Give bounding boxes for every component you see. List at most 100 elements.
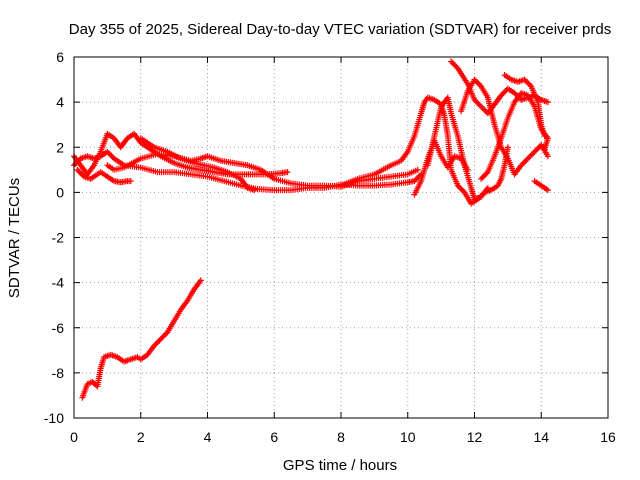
x-tick-label: 16 [600, 429, 616, 445]
data-point [411, 178, 418, 185]
data-point [197, 277, 204, 284]
data-point [511, 90, 518, 97]
x-tick-label: 2 [137, 429, 145, 445]
data-point [535, 144, 542, 151]
data-point [522, 77, 529, 84]
data-point [450, 61, 457, 68]
series-track-l [478, 90, 551, 182]
data-point [454, 182, 461, 189]
data-point [532, 147, 539, 154]
data-point [152, 341, 159, 348]
data-point [541, 146, 548, 153]
data-point [161, 331, 168, 338]
data-point [76, 156, 83, 163]
data-point [74, 166, 81, 173]
data-point [520, 159, 527, 166]
series-track-a [71, 130, 291, 178]
data-point [544, 99, 551, 106]
data-point [156, 337, 163, 344]
data-point [104, 148, 111, 155]
data-point [460, 188, 467, 195]
data-point [524, 79, 531, 86]
data-point [530, 150, 537, 157]
x-axis-label: GPS time / hours [283, 457, 397, 474]
plot-frame [73, 56, 609, 419]
data-point [482, 171, 489, 178]
data-point [79, 172, 86, 179]
data-point [476, 102, 483, 109]
data-point [471, 96, 478, 103]
series-track-h [411, 137, 471, 198]
data-point [75, 168, 82, 175]
data-point [544, 153, 551, 160]
data-point [109, 154, 116, 161]
y-tick-label: -8 [52, 365, 65, 381]
data-point [107, 151, 114, 158]
data-point [519, 160, 526, 167]
y-tick-label: 4 [56, 94, 64, 110]
data-point [75, 158, 82, 165]
data-point [498, 92, 505, 99]
series-track-j [448, 58, 551, 117]
data-point [457, 185, 464, 192]
data-point [160, 333, 167, 340]
data-point [157, 336, 164, 343]
series-track-b [71, 148, 425, 194]
data-point [78, 170, 85, 177]
chart-title: Day 355 of 2025, Sidereal Day-to-day VTE… [69, 21, 611, 38]
data-point [518, 162, 525, 169]
data-point [127, 178, 134, 185]
data-point [531, 148, 538, 155]
y-tick-labels: -10 -8 -6 -4 -2 0 2 4 6 [44, 49, 64, 426]
x-tick-label: 0 [70, 429, 78, 445]
x-tick-label: 6 [270, 429, 278, 445]
data-point [155, 338, 162, 345]
data-point [474, 99, 481, 106]
data-point [484, 184, 491, 191]
data-point [151, 342, 158, 349]
data-point [448, 58, 455, 65]
data-point [159, 334, 166, 341]
data-point [472, 77, 479, 84]
data-point [478, 103, 485, 110]
data-point [153, 340, 160, 347]
x-tick-label: 12 [467, 429, 483, 445]
data-point [414, 175, 421, 182]
data-point [475, 100, 482, 107]
data-point [483, 170, 490, 177]
data-point [502, 88, 509, 95]
data-point [504, 144, 511, 151]
x-tick-label: 10 [400, 429, 416, 445]
data-point [72, 160, 79, 167]
y-tick-label: 2 [56, 139, 64, 155]
data-point [474, 79, 481, 86]
data-point [534, 146, 541, 153]
y-tick-label: 6 [56, 49, 64, 65]
data-point [163, 330, 170, 337]
data-point [453, 63, 460, 70]
data-point [526, 154, 533, 161]
x-tick-label: 14 [533, 429, 549, 445]
x-tick-labels: 0 2 4 6 8 10 12 14 16 [70, 429, 616, 445]
data-point [526, 81, 533, 88]
data-point [479, 174, 486, 181]
data-point [500, 89, 507, 96]
data-point [458, 186, 465, 193]
series-track-e [137, 135, 258, 194]
series-track-n [79, 277, 204, 401]
y-axis-label: SDTVAR / TECUs [6, 178, 23, 298]
y-tick-label: -4 [52, 275, 65, 291]
data-point [478, 175, 485, 182]
data-point [521, 76, 528, 83]
data-point [73, 159, 80, 166]
data-point [452, 62, 459, 69]
y-tick-label: 0 [56, 184, 64, 200]
series-track-c [74, 166, 134, 186]
data-point [77, 169, 84, 176]
y-tick-label: -2 [52, 230, 65, 246]
data-point [412, 176, 419, 183]
data-point [480, 173, 487, 180]
data-point [525, 80, 532, 87]
x-tick-label: 4 [204, 429, 212, 445]
